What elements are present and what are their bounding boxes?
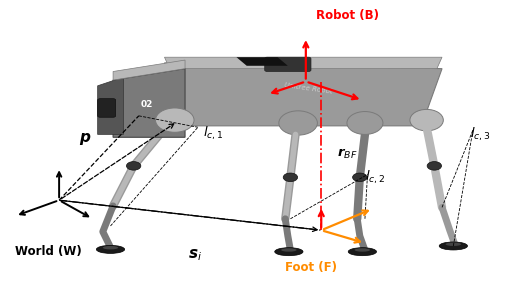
Ellipse shape [427, 162, 442, 170]
Text: $l_{c,2}$: $l_{c,2}$ [365, 169, 386, 186]
Ellipse shape [410, 110, 444, 131]
Text: World (W): World (W) [15, 245, 82, 258]
Text: $\boldsymbol{p}$: $\boldsymbol{p}$ [79, 131, 91, 147]
Text: $\boldsymbol{s}_i$: $\boldsymbol{s}_i$ [188, 247, 203, 263]
Ellipse shape [439, 242, 468, 250]
Polygon shape [164, 63, 442, 126]
Ellipse shape [353, 173, 367, 182]
Text: $l_{c,1}$: $l_{c,1}$ [203, 124, 224, 142]
Polygon shape [236, 57, 288, 66]
Text: Unitree Robot: Unitree Robot [284, 82, 333, 95]
Ellipse shape [97, 245, 125, 253]
Ellipse shape [281, 248, 297, 252]
Ellipse shape [446, 243, 461, 246]
Ellipse shape [355, 248, 370, 252]
Polygon shape [164, 57, 442, 69]
Polygon shape [113, 60, 185, 80]
FancyBboxPatch shape [265, 57, 311, 72]
Ellipse shape [283, 173, 298, 182]
Text: Robot (B): Robot (B) [316, 9, 379, 22]
Ellipse shape [348, 248, 376, 256]
Polygon shape [113, 69, 185, 137]
Ellipse shape [347, 112, 383, 134]
FancyBboxPatch shape [98, 99, 116, 117]
Ellipse shape [279, 111, 317, 135]
Ellipse shape [103, 246, 118, 249]
Text: $\boldsymbol{r}_{BF}$: $\boldsymbol{r}_{BF}$ [337, 147, 357, 162]
Text: Foot (F): Foot (F) [285, 261, 337, 274]
Ellipse shape [126, 162, 141, 170]
Text: 02: 02 [140, 100, 153, 109]
Ellipse shape [156, 108, 194, 132]
Ellipse shape [275, 248, 303, 256]
Text: $l_{c,3}$: $l_{c,3}$ [470, 126, 491, 143]
Polygon shape [98, 77, 123, 134]
